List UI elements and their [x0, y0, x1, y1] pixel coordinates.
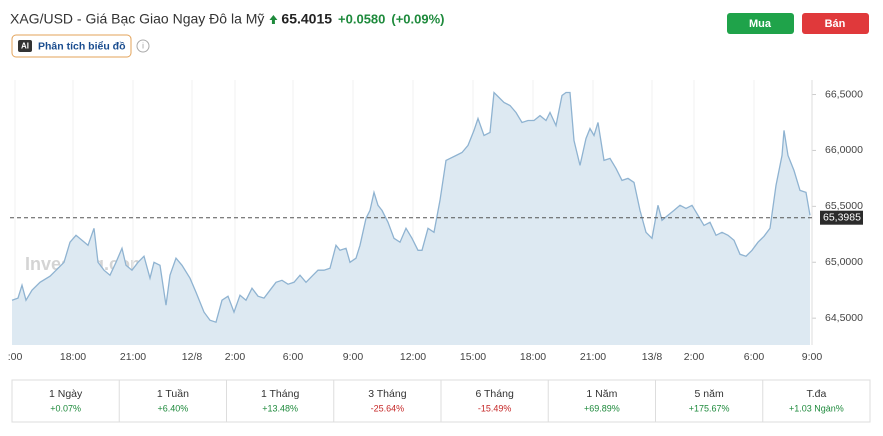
period-cell[interactable]: [763, 380, 870, 422]
period-change: +13.48%: [262, 403, 298, 413]
sell-label[interactable]: Bán: [825, 18, 846, 30]
period-change: +175.67%: [689, 403, 730, 413]
x-tick-label: 9:00: [343, 351, 364, 363]
symbol: XAG/USD - Giá Bạc Giao Ngay Đô la Mỹ: [10, 11, 264, 27]
ai-badge: AI: [21, 42, 29, 51]
period-label[interactable]: 1 Tuần: [157, 388, 189, 400]
price-line: [11, 91, 811, 324]
buy-button[interactable]: [727, 13, 794, 34]
x-tick-label: :00: [8, 351, 23, 363]
period-label[interactable]: 1 Năm: [586, 388, 617, 400]
x-tick-label: 2:00: [225, 351, 246, 363]
period-cell[interactable]: [441, 380, 548, 422]
x-tick-label: 18:00: [60, 351, 86, 363]
analysis-button[interactable]: [11, 34, 132, 58]
period-label[interactable]: 1 Tháng: [261, 388, 299, 400]
change: +0.0580: [338, 11, 385, 26]
period-change: +69.89%: [584, 403, 620, 413]
current-price-box: [820, 210, 863, 225]
period-change: +6.40%: [157, 403, 188, 413]
period-cell[interactable]: [12, 380, 119, 422]
current-price-label: 65,3985: [823, 211, 861, 223]
area-fill: [12, 92, 810, 345]
info-icon-glyph: i: [142, 42, 144, 51]
period-label[interactable]: T.đa: [806, 388, 826, 400]
period-label[interactable]: 6 Tháng: [475, 388, 513, 400]
sell-button[interactable]: [802, 13, 869, 34]
info-icon[interactable]: [136, 39, 150, 53]
plot: Investing.com:0018:0021:0012/82:006:009:…: [8, 80, 863, 363]
x-tick-label: 12:00: [400, 351, 426, 363]
x-tick-label: 21:00: [120, 351, 146, 363]
x-tick-label: 15:00: [460, 351, 486, 363]
x-tick-label: 6:00: [744, 351, 765, 363]
x-tick-label: 12/8: [182, 351, 203, 363]
period-label[interactable]: 1 Ngày: [49, 388, 83, 400]
y-tick-label: 66,5000: [825, 88, 863, 100]
x-tick-label: 6:00: [283, 351, 304, 363]
y-tick-label: 65,0000: [825, 256, 863, 268]
period-cell[interactable]: [119, 380, 226, 422]
x-tick-label: 18:00: [520, 351, 546, 363]
price: 65.4015: [281, 11, 332, 27]
period-cell[interactable]: [656, 380, 763, 422]
buy-label[interactable]: Mua: [749, 18, 772, 30]
period-cell[interactable]: [548, 380, 655, 422]
y-tick-label: 66,0000: [825, 144, 863, 156]
period-change: -15.49%: [478, 403, 512, 413]
analysis-label[interactable]: Phân tích biểu đồ: [38, 40, 126, 52]
x-tick-label: 13/8: [642, 351, 663, 363]
y-tick-label: 65,5000: [825, 200, 863, 212]
x-tick-label: 2:00: [684, 351, 705, 363]
change-pct: (+0.09%): [391, 11, 444, 26]
period-cell[interactable]: [334, 380, 441, 422]
ai-badge-bg: [18, 40, 32, 52]
y-tick-label: 64,5000: [825, 312, 863, 324]
period-cell[interactable]: [227, 380, 334, 422]
period-label[interactable]: 5 năm: [695, 388, 724, 400]
period-change: +1.03 Ngàn%: [789, 403, 844, 413]
period-change: -25.64%: [371, 403, 405, 413]
x-tick-label: 9:00: [802, 351, 823, 363]
up-arrow: [269, 15, 278, 24]
period-label[interactable]: 3 Tháng: [368, 388, 406, 400]
x-tick-label: 21:00: [580, 351, 606, 363]
period-change: +0.07%: [50, 403, 81, 413]
